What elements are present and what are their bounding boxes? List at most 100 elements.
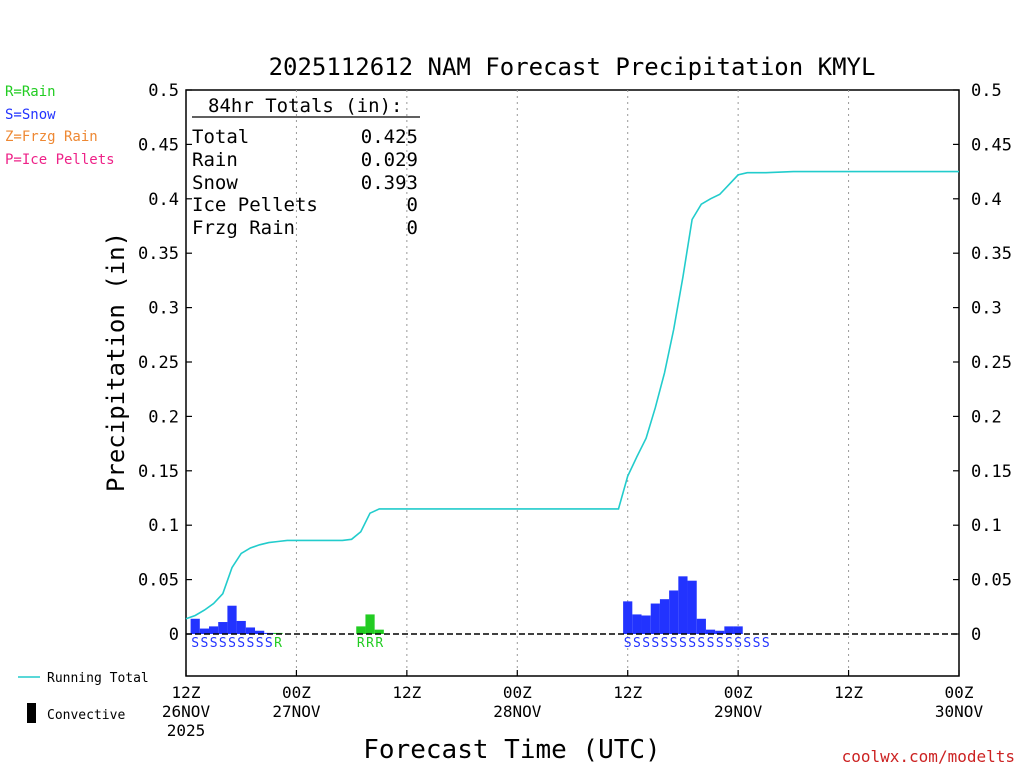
legend-ice-pellets: P=Ice Pellets (5, 152, 115, 168)
ptype-label: S (688, 636, 696, 651)
ptype-label: S (707, 636, 715, 651)
y-axis-label: Precipitation (in) (102, 232, 130, 492)
precip-bar (632, 614, 642, 634)
x-tick-label: 12Z (172, 683, 201, 702)
precip-bar (696, 618, 706, 634)
ptype-label: S (762, 636, 770, 651)
ptype-label: S (191, 636, 199, 651)
ptype-label: S (642, 636, 650, 651)
precip-bar (641, 615, 651, 634)
totals-heading: 84hr Totals (in): (208, 95, 402, 117)
x-tick-label: 00Z (282, 683, 311, 702)
convective-legend-swatch (27, 703, 36, 723)
precip-bar (356, 626, 366, 634)
y-tick-label-right: 0.3 (971, 299, 1002, 319)
y-tick-label-right: 0.2 (971, 407, 1002, 427)
totals-value-frzg-rain: 0 (407, 217, 418, 239)
y-tick-label-left: 0.05 (138, 571, 179, 591)
y-tick-label-left: 0.45 (138, 135, 179, 155)
x-tick-label: 2025 (167, 721, 206, 740)
ptype-label: R (357, 636, 365, 651)
ptype-label: R (274, 636, 282, 651)
y-tick-label-left: 0.35 (138, 244, 179, 264)
ptype-label: S (633, 636, 641, 651)
y-tick-label-right: 0.15 (971, 462, 1012, 482)
precip-bars (190, 576, 743, 634)
x-tick-label: 29NOV (714, 702, 763, 721)
x-tick-label: 12Z (834, 683, 863, 702)
y-tick-label-left: 0.25 (138, 353, 179, 373)
ptype-label: S (210, 636, 218, 651)
running-total-line (185, 170, 959, 620)
ptype-label: S (624, 636, 632, 651)
precip-bar (678, 576, 688, 634)
x-tick-label: 00Z (503, 683, 532, 702)
totals-label-rain: Rain (192, 149, 238, 171)
ptype-label: S (256, 636, 264, 651)
ptype-label: S (265, 636, 273, 651)
ptype-label: S (679, 636, 687, 651)
y-tick-label-left: 0.5 (148, 81, 179, 101)
y-axis-right: 0 0.05 0.1 0.15 0.2 0.25 0.3 0.35 0.4 0.45 0.5 (953, 81, 1012, 645)
y-tick-label-right: 0.35 (971, 244, 1012, 264)
precip-bar (705, 629, 716, 634)
x-tick-label: 00Z (724, 683, 753, 702)
ptype-label: R (366, 636, 374, 651)
ptype-label: S (697, 636, 705, 651)
credit-text: coolwx.com/modelts (842, 747, 1015, 766)
x-tick-label: 12Z (392, 683, 421, 702)
ptype-label: S (200, 636, 208, 651)
precip-bar (227, 605, 237, 634)
y-tick-label-left: 0.3 (148, 299, 179, 319)
y-tick-label-right: 0.1 (971, 516, 1002, 536)
ptype-label: R (375, 636, 383, 651)
y-tick-label-left: 0.1 (148, 516, 179, 536)
ptype-label: S (734, 636, 742, 651)
precip-bar (245, 627, 256, 634)
precip-bar (623, 601, 633, 634)
totals-box: 84hr Totals (in): Total 0.425 Rain 0.029… (192, 95, 420, 239)
precip-bar (669, 590, 679, 634)
y-tick-label-right: 0 (971, 625, 981, 645)
precip-bar (733, 626, 743, 634)
vertical-gridlines (295, 90, 850, 676)
precip-bar (687, 580, 697, 634)
totals-value-rain: 0.029 (361, 149, 418, 171)
precip-bar (209, 626, 219, 634)
ptype-label: S (219, 636, 227, 651)
y-tick-label-left: 0.4 (148, 190, 179, 210)
precip-bar (650, 603, 660, 634)
totals-value-total: 0.425 (361, 126, 418, 148)
precip-bar (724, 626, 734, 634)
precip-bar (365, 614, 375, 634)
y-tick-label-right: 0.5 (971, 81, 1002, 101)
x-tick-label: 26NOV (162, 702, 211, 721)
ptype-label: S (670, 636, 678, 651)
y-tick-label-right: 0.45 (971, 135, 1012, 155)
legend-running-total: Running Total (47, 671, 149, 686)
precip-bar (190, 618, 200, 634)
legend-snow: S=Snow (5, 107, 56, 123)
y-tick-label-right: 0.25 (971, 353, 1012, 373)
ptype-label: S (753, 636, 761, 651)
ptype-label: S (743, 636, 751, 651)
totals-label-ice-pellets: Ice Pellets (192, 194, 318, 216)
x-tick-label: 27NOV (272, 702, 321, 721)
y-tick-label-right: 0.4 (971, 190, 1002, 210)
legend-convective: Convective (47, 708, 125, 723)
precip-bar (374, 629, 384, 634)
chart-title: 2025112612 NAM Forecast Precipitation KM… (269, 53, 876, 81)
ptype-label: S (725, 636, 733, 651)
totals-label-frzg-rain: Frzg Rain (192, 217, 295, 239)
ptype-label: S (661, 636, 669, 651)
plot-frame (185, 89, 960, 677)
ptype-label: S (716, 636, 724, 651)
y-tick-label-left: 0.2 (148, 407, 179, 427)
totals-label-snow: Snow (192, 172, 238, 194)
y-axis-left: 0 0.05 0.1 0.15 0.2 0.25 0.3 0.35 0.4 0.45 0.5 (138, 81, 192, 645)
y-tick-label-left: 0.15 (138, 462, 179, 482)
ptype-label: S (651, 636, 659, 651)
precip-bar (255, 630, 265, 634)
